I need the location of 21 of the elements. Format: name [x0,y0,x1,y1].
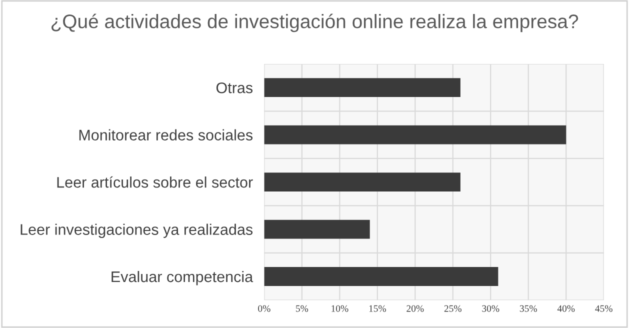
x-tick-label: 0% [258,305,270,312]
x-tick-label: 45% [595,305,612,312]
x-tick-label: 25% [444,305,462,312]
y-tick-label: Monitorear redes sociales [79,129,253,140]
bar [264,220,370,239]
bar [264,125,566,144]
y-tick-label: Otras [216,82,253,94]
x-tick-label: 20% [406,305,424,312]
y-tick-label: Evaluar competencia [112,270,254,286]
bar [264,78,460,98]
y-tick-label: Leer artículos sobre el sector [57,176,253,188]
x-tick-label: 30% [482,305,500,312]
x-tick-label: 40% [557,305,575,312]
y-tick-label: Leer investigaciones ya realizadas [20,224,253,238]
x-tick-label: 5% [296,305,308,312]
x-tick-label: 35% [520,305,537,312]
bar [264,172,460,192]
chart-title: ¿Qué actividades de investigación online realiza la empresa? [51,14,578,32]
bar [264,267,498,286]
x-tick-label: 10% [332,305,348,312]
x-tick-label: 15% [369,305,386,312]
